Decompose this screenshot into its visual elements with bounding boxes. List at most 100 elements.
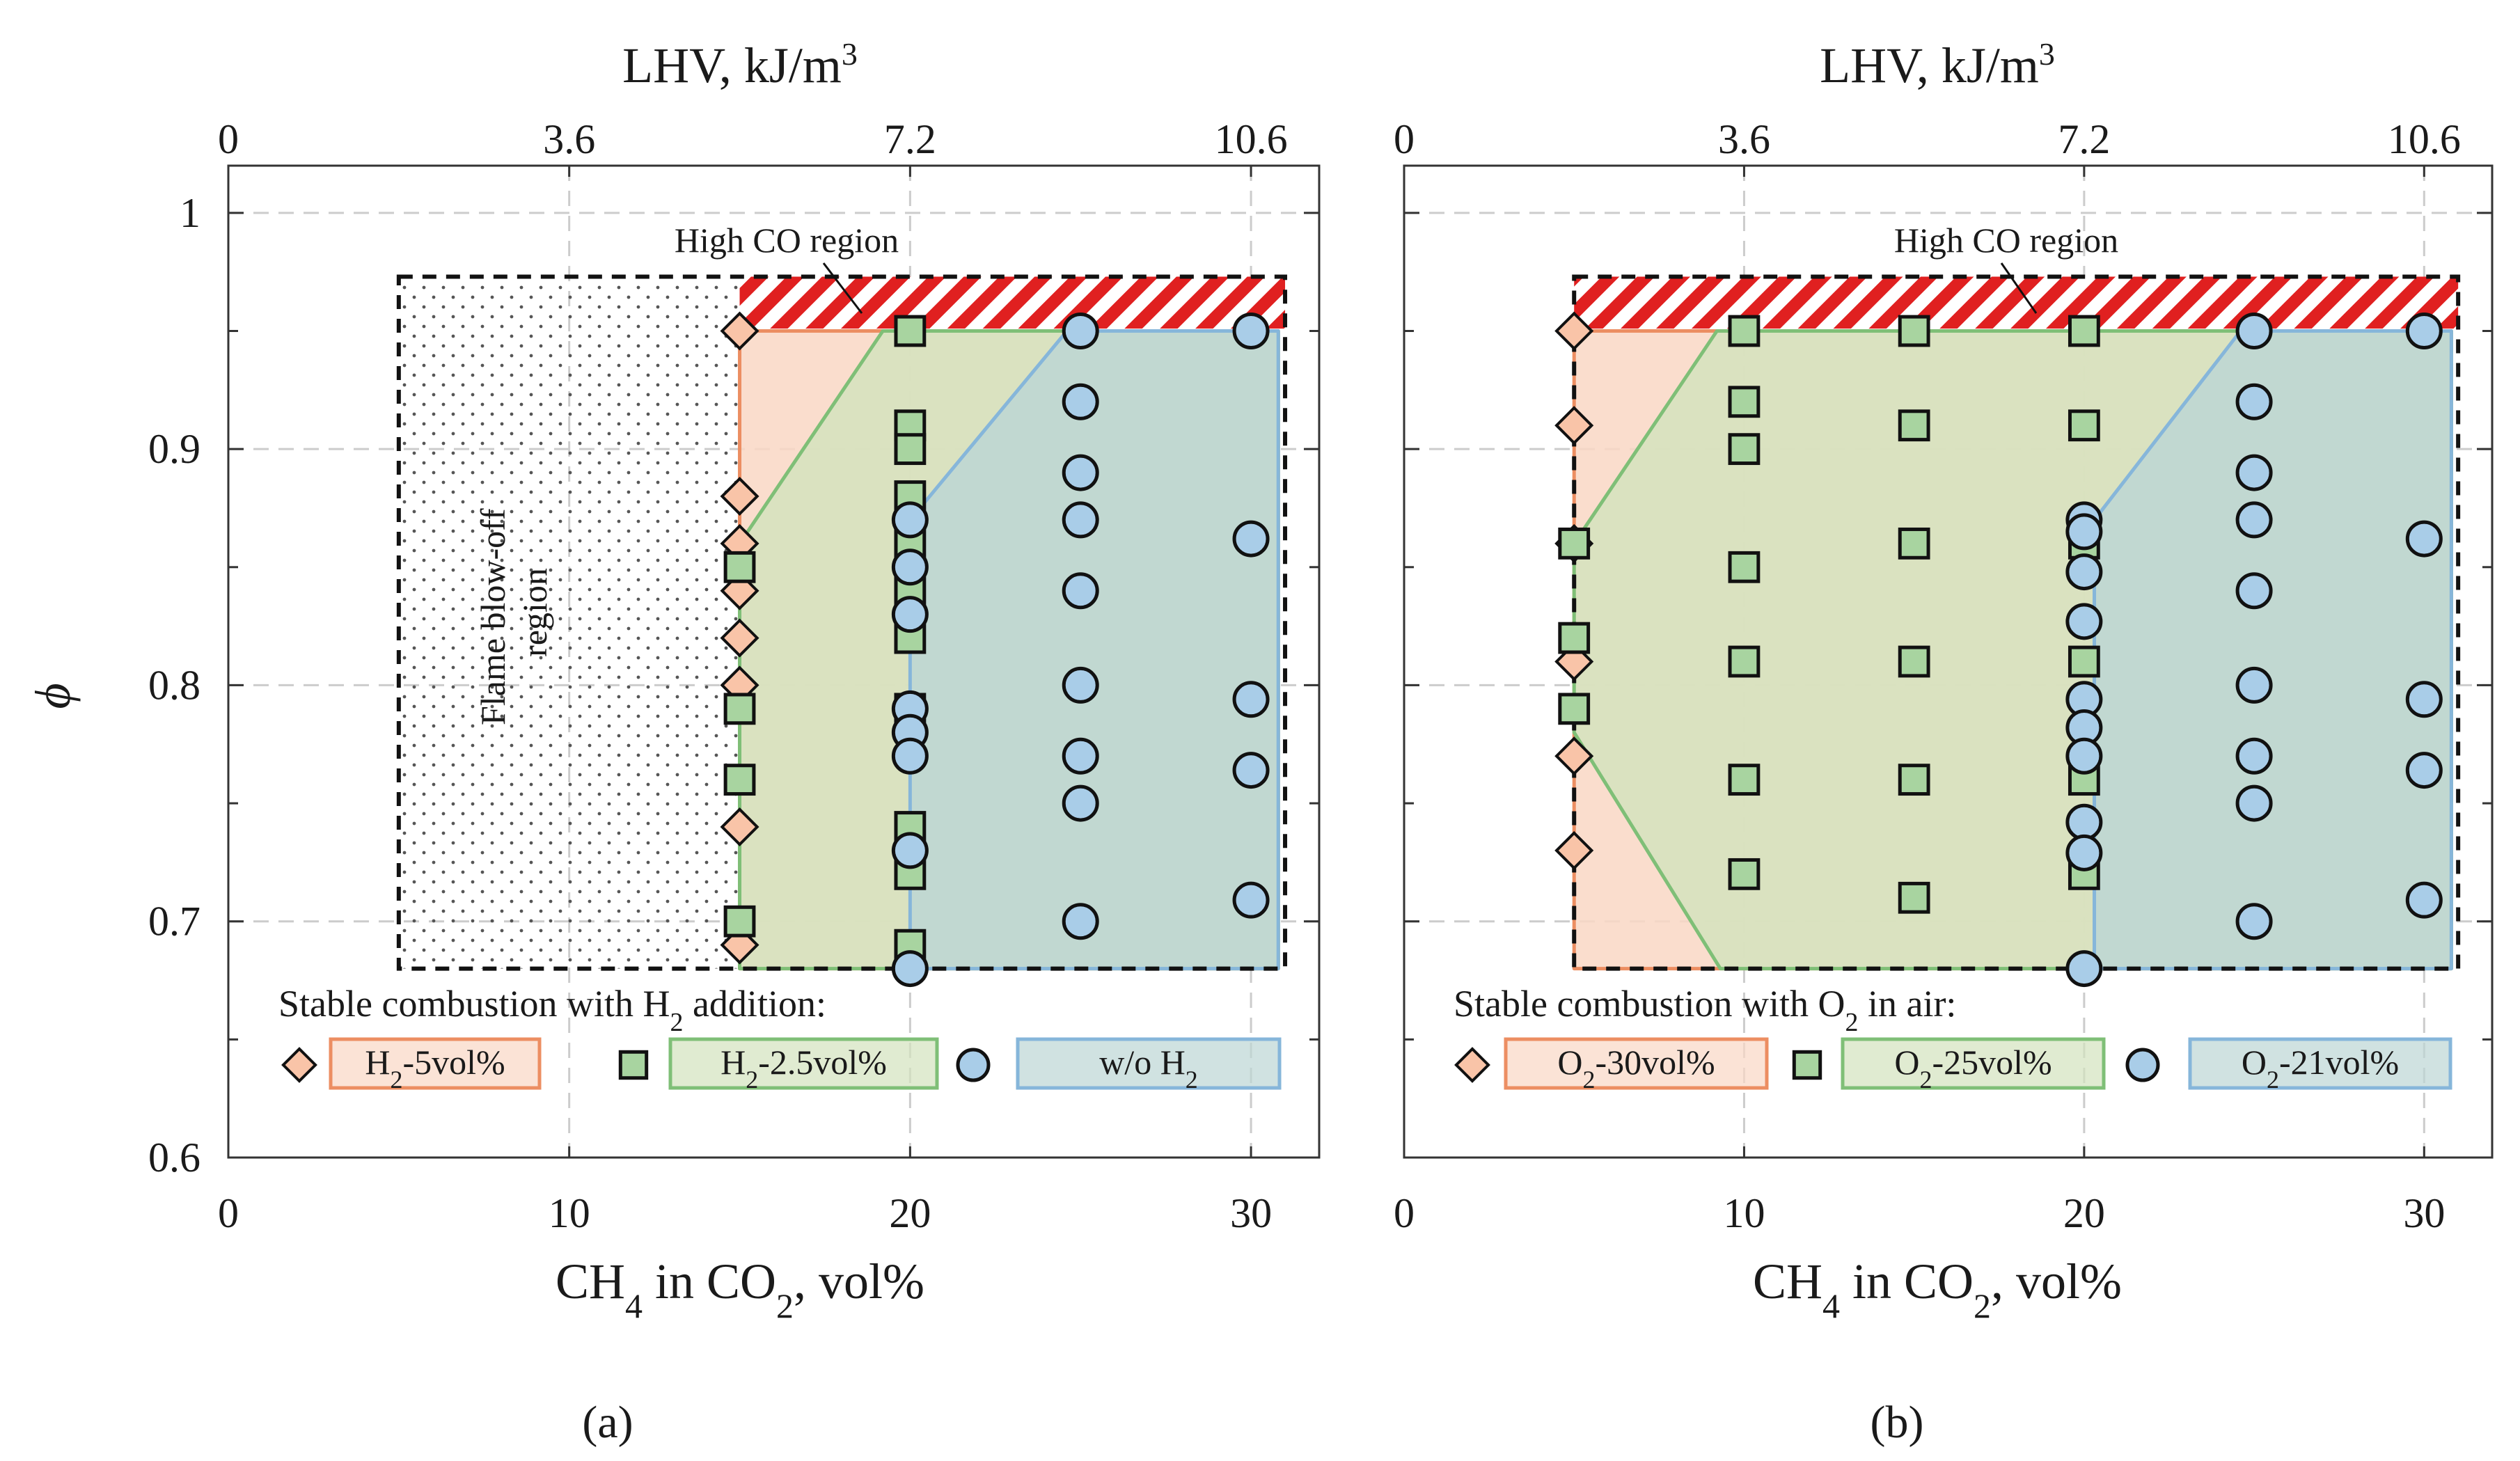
data-point-diamond bbox=[1554, 406, 1594, 445]
legend: O2-30vol% O2-25vol% O2-21vol% bbox=[1454, 1037, 2452, 1093]
y-tick-label: 0.6 bbox=[148, 1135, 200, 1180]
x-top-tick-label: 3.6 bbox=[1718, 116, 1770, 162]
x-top-tick-label: 0 bbox=[218, 116, 239, 162]
data-point-circle bbox=[1232, 881, 1270, 919]
data-point-circle bbox=[2235, 313, 2273, 349]
data-point-circle bbox=[891, 832, 929, 869]
data-point-circle bbox=[2235, 737, 2273, 775]
data-point-circle bbox=[2065, 737, 2103, 775]
data-point-circle bbox=[2405, 520, 2443, 558]
legend-marker-square bbox=[1792, 1050, 1822, 1080]
data-point-circle bbox=[2405, 681, 2443, 718]
legend-swatch bbox=[1841, 1037, 2106, 1090]
x-top-tick-label: 0 bbox=[1394, 116, 1415, 162]
data-point-diamond bbox=[720, 476, 759, 516]
data-point-circle bbox=[891, 596, 929, 633]
high-co-label: High CO region bbox=[675, 221, 899, 260]
legend-marker-circle bbox=[2125, 1048, 2160, 1082]
data-point-square bbox=[1898, 527, 1930, 560]
legend-label: O2-30vol% bbox=[1557, 1043, 1715, 1093]
data-point-circle bbox=[2235, 572, 2273, 610]
data-point-square bbox=[1558, 527, 1591, 560]
data-point-square bbox=[1728, 433, 1761, 466]
y-tick-label: 0.7 bbox=[148, 899, 200, 945]
data-point-circle bbox=[1062, 903, 1099, 940]
data-point-square bbox=[1898, 881, 1930, 914]
plot-frame bbox=[1403, 164, 2494, 1159]
data-point-square bbox=[2068, 315, 2100, 347]
x-top-tick-label: 7.2 bbox=[2058, 116, 2110, 162]
data-point-square bbox=[1558, 693, 1591, 725]
data-point-circle bbox=[1062, 666, 1099, 704]
data-point-square bbox=[1898, 315, 1930, 347]
high-co-leader bbox=[822, 262, 863, 314]
data-point-circle bbox=[2065, 603, 2103, 640]
legend-marker-square bbox=[618, 1050, 649, 1080]
top-axis-title: LHV, kJ/m3 bbox=[1820, 36, 2055, 94]
data-point-circle bbox=[2235, 454, 2273, 491]
legend-swatch bbox=[1504, 1037, 1769, 1090]
data-point-square bbox=[1898, 764, 1930, 796]
top-axis-title: LHV, kJ/m3 bbox=[622, 36, 858, 94]
axis-ticks: 0 0 10 3.6 20 7.2 30 10.6 0.6 0.7 0.8 0.9 1 bbox=[148, 116, 1319, 1236]
data-point-square bbox=[723, 693, 756, 725]
data-point-circle bbox=[1062, 313, 1099, 349]
legend-label: H2-5vol% bbox=[365, 1043, 505, 1093]
data-point-square bbox=[723, 764, 756, 796]
x-tick-label: 0 bbox=[1394, 1190, 1415, 1236]
legend-swatch bbox=[668, 1037, 939, 1090]
legend: H2-5vol% H2-2.5vol% w/o H2 bbox=[281, 1037, 1282, 1093]
x-tick-label: 10 bbox=[1723, 1190, 1765, 1236]
data-point-square bbox=[1728, 551, 1761, 583]
data-point-circle bbox=[2405, 313, 2443, 349]
panel-b: 0 0 10 3.6 20 7.2 30 10.6 High CO region Stable… bbox=[1394, 36, 2494, 1448]
legend-label: w/o H2 bbox=[1099, 1043, 1198, 1093]
data-point-square bbox=[2068, 409, 2100, 442]
data-point-diamond bbox=[1554, 830, 1594, 870]
panel-a: 0 0 10 3.6 20 7.2 30 10.6 0.6 0.7 0.8 0.9 1 High CO … bbox=[25, 36, 1321, 1448]
high-co-label: High CO region bbox=[1894, 221, 2118, 260]
data-markers bbox=[1554, 311, 2443, 988]
data-point-circle bbox=[2235, 903, 2273, 940]
blowoff-region bbox=[398, 283, 740, 969]
data-point-circle bbox=[2235, 383, 2273, 420]
data-point-square bbox=[894, 315, 927, 347]
legend-title: Stable combustion with O2 in air: bbox=[1454, 983, 1956, 1037]
y-tick-label: 1 bbox=[180, 190, 200, 236]
legend-marker-diamond bbox=[1454, 1047, 1490, 1083]
x-tick-label: 30 bbox=[1230, 1190, 1272, 1236]
data-point-circle bbox=[1232, 752, 1270, 789]
y-tick-label: 0.9 bbox=[148, 426, 200, 472]
data-point-circle bbox=[1232, 313, 1270, 349]
legend-title: Stable combustion with H2 addition: bbox=[278, 983, 826, 1037]
data-point-circle bbox=[1062, 383, 1099, 420]
x-top-tick-label: 10.6 bbox=[2388, 116, 2461, 162]
data-point-circle bbox=[2235, 784, 2273, 822]
axis-ticks: 0 0 10 3.6 20 7.2 30 10.6 bbox=[1394, 116, 2492, 1236]
data-point-square bbox=[894, 433, 927, 466]
high-co-leader bbox=[2000, 262, 2038, 314]
x-tick-label: 0 bbox=[218, 1190, 239, 1236]
data-point-diamond bbox=[720, 311, 759, 351]
data-point-diamond bbox=[720, 618, 759, 658]
data-point-square bbox=[1898, 645, 1930, 678]
data-point-diamond bbox=[720, 807, 759, 847]
plot-frame bbox=[227, 164, 1321, 1159]
data-point-circle bbox=[2065, 553, 2103, 591]
data-point-square bbox=[1558, 622, 1591, 654]
data-point-circle bbox=[2405, 752, 2443, 789]
data-point-square bbox=[723, 551, 756, 583]
data-point-square bbox=[1728, 315, 1761, 347]
data-point-circle bbox=[2235, 666, 2273, 704]
data-point-circle bbox=[1062, 737, 1099, 775]
x-tick-label: 20 bbox=[889, 1190, 931, 1236]
legend-label: O2-25vol% bbox=[1894, 1043, 2052, 1093]
y-tick-label: 0.8 bbox=[148, 662, 200, 708]
operating-dashed-box bbox=[396, 274, 1288, 971]
data-point-circle bbox=[1232, 520, 1270, 558]
data-point-circle bbox=[891, 501, 929, 539]
data-point-diamond bbox=[1554, 736, 1594, 776]
data-point-square bbox=[1898, 409, 1930, 442]
panel-label-b: (b) bbox=[1871, 1397, 1924, 1448]
